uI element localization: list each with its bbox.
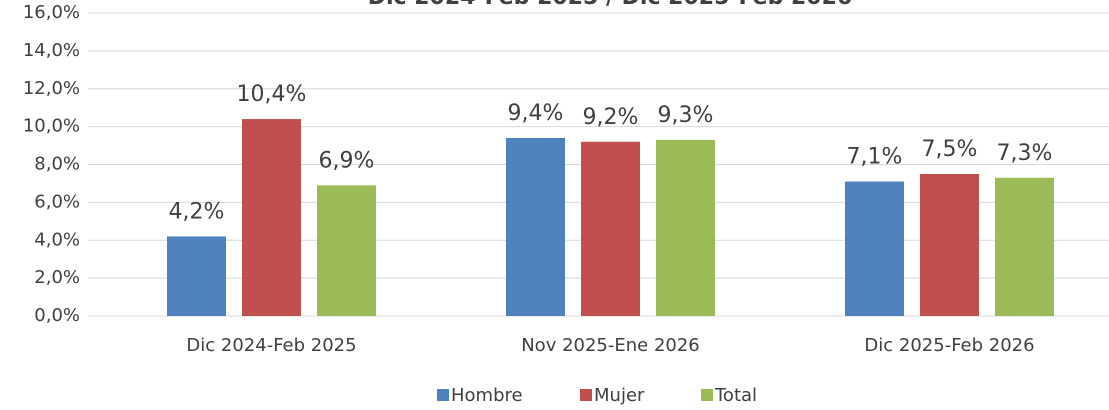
value-label: 7,5% [922,137,978,162]
legend-label: Total [714,385,757,406]
x-tick-label: Dic 2024-Feb 2025 [186,335,356,356]
value-label: 9,3% [658,103,714,128]
y-tick-label: 6,0% [34,191,80,212]
chart-title: Dic 2024-Feb 2025 / Dic 2025-Feb 2026 [368,0,852,10]
bar [317,185,376,316]
value-label: 9,2% [583,105,639,130]
value-label: 6,9% [319,148,375,173]
value-label: 9,4% [508,101,564,126]
y-tick-label: 12,0% [23,78,80,99]
y-tick-label: 8,0% [34,154,80,175]
y-tick-label: 2,0% [34,267,80,288]
bar [920,173,979,316]
y-tick-label: 0,0% [34,305,80,326]
bar [167,236,226,316]
value-label: 4,2% [169,199,225,224]
bar [656,139,715,316]
legend-label: Hombre [451,385,523,406]
y-tick-label: 10,0% [23,116,80,137]
bar [995,177,1054,316]
bar [506,137,565,316]
y-tick-label: 16,0% [23,2,80,23]
legend-swatch [437,389,449,401]
x-tick-label: Nov 2025-Ene 2026 [521,335,700,356]
bar [242,119,301,316]
legend-label: Mujer [594,385,645,406]
value-label: 7,3% [997,141,1053,166]
x-tick-label: Dic 2025-Feb 2026 [864,335,1034,356]
value-label: 7,1% [847,145,903,170]
value-label: 10,4% [237,82,307,107]
bar [581,141,640,316]
y-tick-label: 14,0% [23,40,80,61]
legend-swatch [701,389,713,401]
y-tick-label: 4,0% [34,229,80,250]
bar [845,181,904,316]
legend-swatch [580,389,592,401]
